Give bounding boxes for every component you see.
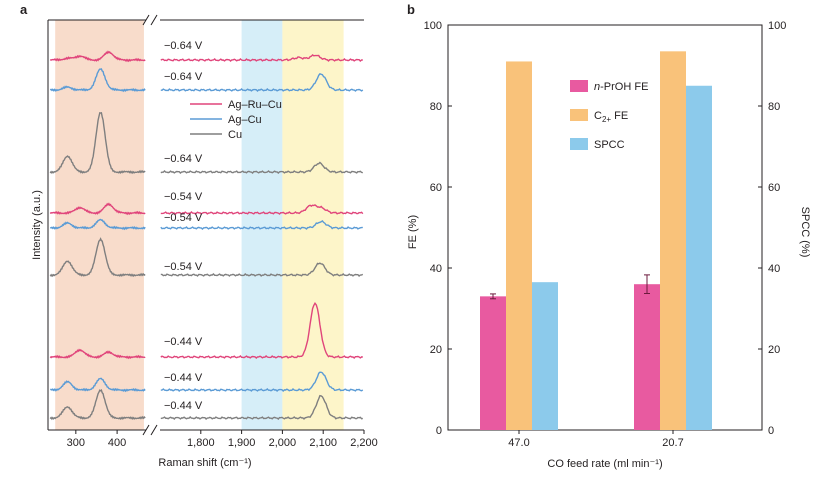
spectrum-3 xyxy=(49,111,363,175)
spectrum-line-high xyxy=(160,394,363,420)
panel-b: b 0 0 20 20 40 40 60 60 80 80 100 100 FE (%) SPCC (%)… xyxy=(407,2,811,470)
bar-n-proh-fe xyxy=(634,284,660,430)
x-tick-label: 1,800 xyxy=(187,437,215,449)
x-tick-label: 2,200 xyxy=(350,437,378,449)
spectrum-line-low xyxy=(49,389,146,421)
legend-swatch xyxy=(570,138,588,150)
spectrum-6 xyxy=(49,237,364,278)
plot-frame xyxy=(447,24,763,431)
left-y-tick-label: 60 xyxy=(430,182,442,194)
legend-label-rest: -PrOH FE xyxy=(600,81,648,93)
legend-label: Ag–Ru–Cu xyxy=(228,99,282,111)
x-tick-label: 400 xyxy=(108,437,126,449)
right-y-tick-label: 80 xyxy=(768,101,780,113)
spectrum-9 xyxy=(49,389,363,421)
x-axis-label: CO feed rate (ml min⁻¹) xyxy=(547,458,662,470)
right-y-tick-label: 0 xyxy=(768,425,774,437)
spectrum-8 xyxy=(50,371,364,393)
legend-swatch xyxy=(570,80,588,92)
bar-c2-fe xyxy=(660,51,686,430)
spectrum-potential-label: −0.44 V xyxy=(164,336,203,348)
spectrum-line-high xyxy=(160,204,364,215)
spectrum-line-low xyxy=(49,50,146,63)
spectrum-potential-label: −0.44 V xyxy=(164,400,203,412)
legend-label: n-PrOH FE xyxy=(594,81,648,93)
spectrum-line-low xyxy=(49,218,146,231)
spectrum-7 xyxy=(49,302,363,360)
left-y-tick-label: 80 xyxy=(430,101,442,113)
x-tick-label: 1,900 xyxy=(228,437,256,449)
axis-break-mark xyxy=(142,424,150,436)
spectrum-line-low xyxy=(50,377,146,393)
axis-break-mark xyxy=(142,14,150,26)
bar-spcc xyxy=(686,85,712,430)
spectrum-line-low xyxy=(49,202,146,216)
left-y-tick-label: 40 xyxy=(430,263,442,275)
right-y-tick-label: 20 xyxy=(768,344,780,356)
spectrum-line-high xyxy=(160,219,363,230)
spectrum-line-low xyxy=(49,111,146,175)
right-y-tick-label: 100 xyxy=(768,20,786,32)
left-y-axis-label: FE (%) xyxy=(407,215,419,249)
x-tick-label: 20.7 xyxy=(662,437,683,449)
spectrum-line-high xyxy=(160,262,364,277)
axis-break-mark xyxy=(150,14,158,26)
right-y-tick-label: 60 xyxy=(768,182,780,194)
legend-label: C2+ FE xyxy=(594,110,628,124)
left-y-tick-label: 100 xyxy=(424,20,442,32)
spectrum-potential-label: −0.54 V xyxy=(164,212,203,224)
spectrum-5 xyxy=(49,218,363,231)
spectrum-2 xyxy=(49,68,364,93)
x-axis-label: Raman shift (cm⁻¹) xyxy=(158,457,251,469)
spectrum-potential-label: −0.64 V xyxy=(164,71,203,83)
panel-a-label: a xyxy=(20,2,28,17)
left-y-tick-label: 20 xyxy=(430,344,442,356)
bar-n-proh-fe xyxy=(480,296,506,430)
spectrum-potential-label: −0.64 V xyxy=(164,40,203,52)
right-y-tick-label: 40 xyxy=(768,263,780,275)
spectrum-potential-label: −0.64 V xyxy=(164,153,203,165)
legend-label-italic: n xyxy=(594,81,600,93)
spectrum-4 xyxy=(49,202,364,216)
spectrum-1 xyxy=(49,50,363,63)
spectrum-line-high xyxy=(160,371,364,392)
legend-swatch xyxy=(570,109,588,121)
x-tick-label: 47.0 xyxy=(508,437,529,449)
bar-spcc xyxy=(532,282,558,430)
legend-label-rest: FE xyxy=(611,110,628,122)
shaded-band-0 xyxy=(55,20,144,430)
legend-label-main: C xyxy=(594,110,602,122)
spectrum-line-low xyxy=(49,237,146,278)
x-tick-label: 2,100 xyxy=(309,437,337,449)
x-tick-label: 300 xyxy=(67,437,85,449)
panel-b-label: b xyxy=(407,2,415,17)
spectrum-line-high xyxy=(160,72,364,92)
shaded-band-1 xyxy=(241,20,283,430)
x-tick-label: 2,000 xyxy=(269,437,297,449)
spectrum-potential-label: −0.54 V xyxy=(164,191,203,203)
spectrum-line-low xyxy=(49,348,146,360)
spectrum-potential-label: −0.44 V xyxy=(164,372,203,384)
legend-label: Cu xyxy=(228,129,242,141)
spectrum-line-high xyxy=(160,53,363,62)
axis-break-mark xyxy=(150,424,158,436)
panel-a: a 300 400 1,800 1,900 2,000 2,100 2,200 Raman s… xyxy=(20,2,378,469)
spectrum-line-high xyxy=(160,161,363,174)
bar-c2-fe xyxy=(506,61,532,430)
y-axis-label: Intensity (a.u.) xyxy=(31,190,43,260)
spectrum-line-low xyxy=(49,68,146,93)
spectrum-line-high xyxy=(160,302,363,359)
legend-label: Ag–Cu xyxy=(228,114,262,126)
right-y-axis-label: SPCC (%) xyxy=(799,207,811,258)
left-y-tick-label: 0 xyxy=(436,425,442,437)
spectrum-potential-label: −0.54 V xyxy=(164,261,203,273)
legend-label: SPCC xyxy=(594,139,625,151)
shaded-band-2 xyxy=(282,20,344,430)
legend-label-sub: 2+ xyxy=(602,115,611,124)
